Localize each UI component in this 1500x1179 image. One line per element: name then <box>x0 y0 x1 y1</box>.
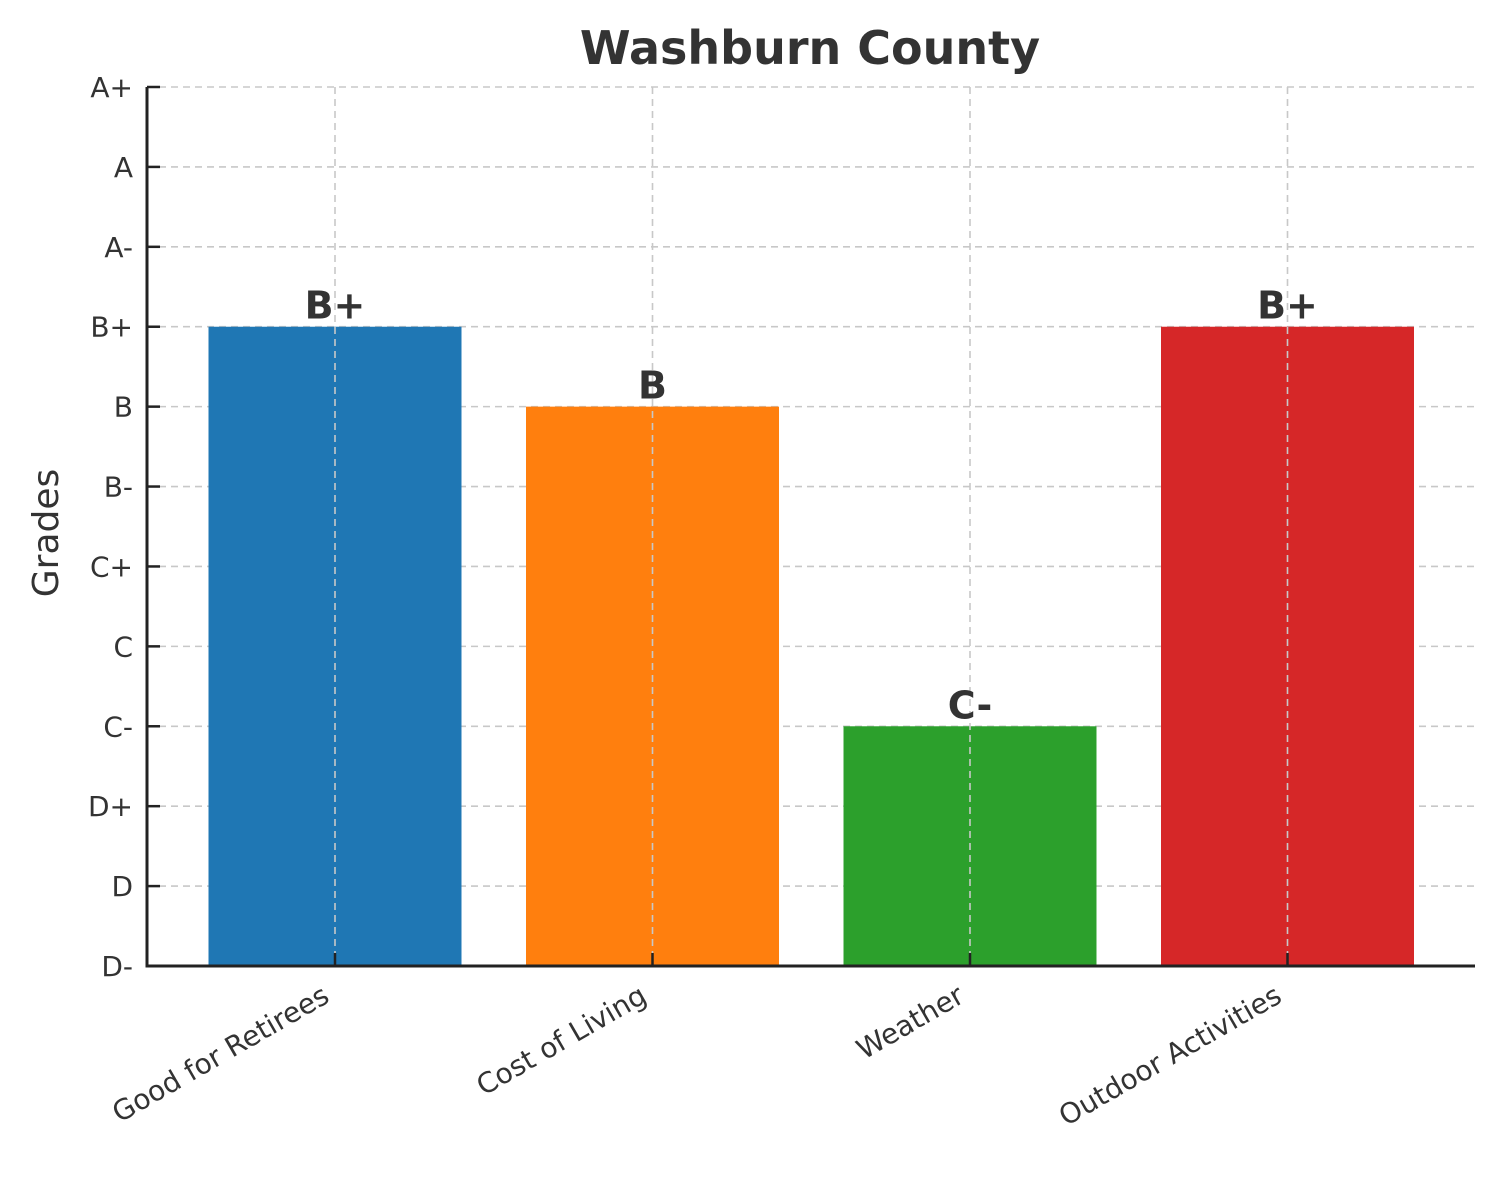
y-tick-label: A+ <box>90 71 133 104</box>
bar-value-label: C- <box>948 683 993 727</box>
y-tick-label: A <box>114 151 133 184</box>
chart-title: Washburn County <box>580 21 1040 75</box>
bar-value-label: B+ <box>305 284 366 328</box>
x-tick-label: Cost of Living <box>471 978 652 1102</box>
y-tick-label: B- <box>104 471 133 504</box>
y-tick-label: D+ <box>88 790 133 823</box>
y-tick-label: D <box>111 870 133 903</box>
axes-layer <box>145 87 1475 968</box>
y-tick-label: C+ <box>90 550 133 583</box>
y-tick-label: B <box>114 391 133 424</box>
y-ticks-layer: D- D D+ C- C C+ B- B B+ A- A A+ <box>88 71 160 983</box>
vertical-grid-layer <box>334 87 1289 966</box>
bar-value-label: B+ <box>1257 284 1318 328</box>
x-tick-label: Outdoor Activities <box>1053 978 1287 1132</box>
x-tick-label: Weather <box>851 978 970 1066</box>
x-ticks-layer: Good for Retirees Cost of Living Weather Ou… <box>107 953 1289 1133</box>
y-tick-label: B+ <box>90 311 133 344</box>
y-tick-label: D- <box>101 950 133 983</box>
bar-value-label: B <box>638 364 667 408</box>
value-labels-layer: B+ B C- B+ <box>305 284 1318 728</box>
y-axis-label: Grades <box>26 469 67 598</box>
y-tick-label: C- <box>103 710 133 743</box>
y-tick-label: A- <box>104 231 133 264</box>
y-tick-label: C <box>113 630 133 663</box>
x-tick-label: Good for Retirees <box>107 978 335 1129</box>
